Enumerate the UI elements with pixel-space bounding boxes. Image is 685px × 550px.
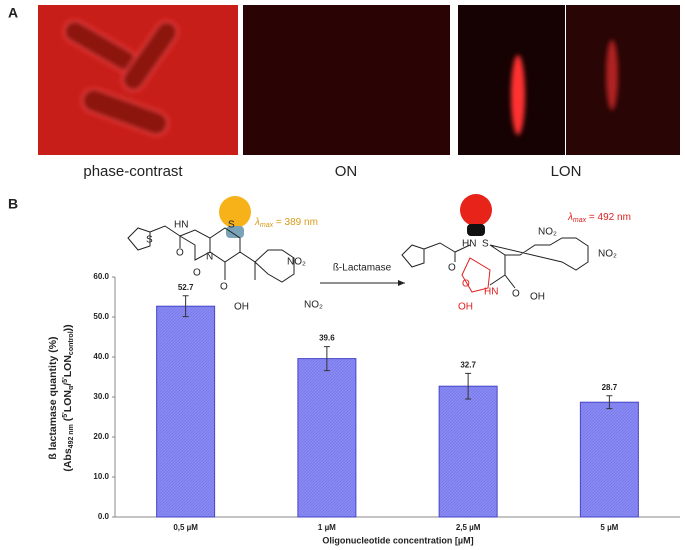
enzyme-label: ß-Lactamase [333, 263, 392, 274]
error-bar [465, 372, 472, 400]
atom-label: OH [530, 292, 545, 303]
atom-label: N [206, 252, 213, 263]
bar [579, 401, 639, 518]
value-label: 39.6 [319, 334, 335, 343]
atom-label: O [193, 268, 201, 279]
subscript: max [573, 217, 587, 224]
atom-label: HN [174, 220, 188, 231]
atom-label: NO₂ [598, 249, 617, 260]
y-tick-label: 50.0 [93, 312, 109, 321]
y-axis-title: (Abs492 nm (5'LONα/5'LONcontrol)) [62, 324, 75, 471]
image-caption: LON [551, 163, 582, 180]
subscript: control [68, 331, 75, 355]
atom-label: NO₂ [304, 300, 323, 311]
subscript: 492 nm [68, 424, 75, 448]
atom-label: OH [458, 302, 473, 313]
error-bar [606, 395, 613, 410]
y-tick-label: 20.0 [93, 432, 109, 441]
atom-label: S [228, 220, 235, 231]
symbol: λ [567, 212, 573, 223]
x-tick-label: 1 µM [318, 523, 336, 532]
atom-label: O [220, 282, 228, 293]
atom-label: NO₂ [287, 257, 306, 268]
error-bar [323, 346, 330, 372]
atom-label: OH [234, 302, 249, 313]
x-tick-label: 5 µM [600, 523, 618, 532]
superscript: 5' [62, 412, 69, 418]
value-label: 52.7 [178, 283, 194, 292]
bar [156, 305, 216, 518]
text: (Abs [62, 448, 74, 471]
text: )) [62, 324, 74, 331]
structure-left [127, 225, 295, 283]
atom-label: NO₂ [538, 227, 557, 238]
superscript: 5' [62, 377, 69, 383]
atom-label: O [512, 289, 520, 300]
atom-label: HN [484, 287, 498, 298]
y-tick-label: 0.0 [98, 512, 110, 521]
atom-label: O [176, 248, 184, 259]
symbol: λ [254, 217, 260, 228]
micrograph-lon [458, 5, 680, 155]
error-bar [182, 295, 189, 318]
bar [438, 385, 498, 518]
lambda-label: λmax = 389 nm [254, 217, 318, 229]
micrograph-on [243, 5, 450, 155]
y-tick-label: 30.0 [93, 392, 109, 401]
bulb-yellow [219, 196, 251, 238]
image-caption: phase-contrast [83, 163, 183, 180]
y-tick-label: 60.0 [93, 272, 109, 281]
lambda-label: λmax = 492 nm [567, 212, 631, 224]
atom-label: O [462, 279, 470, 290]
atom-label: O [448, 263, 456, 274]
text: LON [62, 355, 74, 377]
x-tick-label: 0,5 µM [173, 523, 198, 532]
subscript: α [68, 385, 75, 390]
bar [297, 358, 357, 518]
y-tick-label: 40.0 [93, 352, 109, 361]
atom-label: S [482, 239, 489, 250]
value-label: 28.7 [602, 383, 618, 392]
structure-right [401, 237, 589, 293]
text: = 492 nm [586, 212, 631, 223]
image-caption: ON [335, 163, 358, 180]
y-tick-label: 10.0 [93, 472, 109, 481]
value-label: 32.7 [460, 361, 476, 370]
text: LON [62, 390, 74, 412]
atom-label: HN [462, 239, 476, 250]
text: / [62, 383, 74, 386]
atom-label: S [146, 235, 153, 246]
text: = 389 nm [273, 217, 318, 228]
text: ( [62, 417, 74, 424]
panel-label: A [8, 5, 18, 21]
bulb-red [460, 194, 492, 236]
x-axis-title: Oligonucleotide concentration [µM] [322, 535, 473, 545]
y-axis-title: ß lactamase quantity (%) [47, 336, 59, 459]
subscript: max [260, 222, 274, 229]
panel-label: B [8, 196, 18, 212]
micrograph-phase [38, 5, 238, 155]
x-tick-label: 2,5 µM [456, 523, 481, 532]
